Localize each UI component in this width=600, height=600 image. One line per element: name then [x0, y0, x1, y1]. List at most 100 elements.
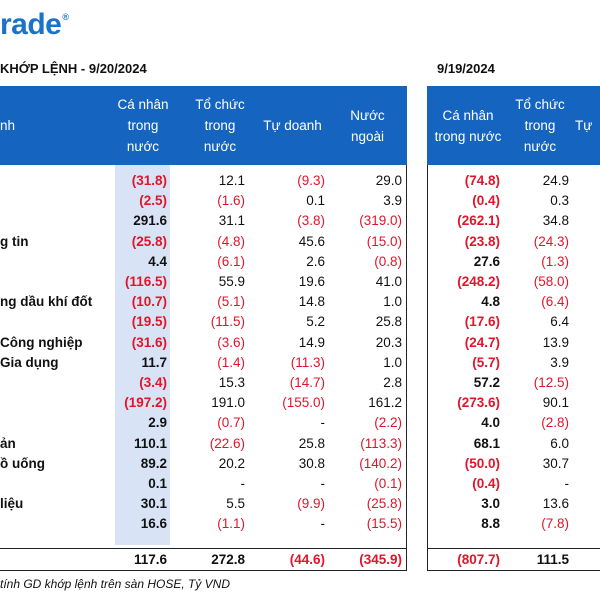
cell-individual: (10.7) — [131, 294, 167, 310]
cell-proprietary: 45.6 — [298, 233, 325, 249]
cell-institution-prev: (7.8) — [541, 516, 569, 532]
col-header-individual-prev: Cá nhân trong nước — [434, 107, 502, 144]
footnote: tính GD khớp lệnh trên sàn HOSE, Tỷ VND — [0, 577, 231, 591]
cell-individual-prev: (24.7) — [464, 334, 500, 350]
cell-institution-prev: 30.7 — [542, 455, 569, 471]
col-header-institution-prev: Tổ chức trong nước — [515, 97, 565, 154]
total-foreign: (345.9) — [359, 552, 402, 567]
cell-foreign: (2.2) — [374, 415, 402, 431]
cell-individual: 291.6 — [133, 213, 167, 229]
table-gap — [407, 86, 427, 571]
cell-institution-prev: 6.0 — [550, 435, 569, 451]
table-row: ản 110.1 (22.6) 25.8 (113.3) 68.1 6.0 — [0, 434, 600, 454]
table-row: 0.1 - - (0.1) (0.4) - — [0, 474, 600, 494]
cell-institution: 55.9 — [218, 274, 245, 289]
cell-foreign: 41.0 — [375, 274, 402, 289]
cell-individual-prev: (17.6) — [464, 314, 500, 330]
total-institution-prev: 111.5 — [536, 552, 569, 567]
individual-column-highlight — [115, 165, 170, 545]
cell-individual: 30.1 — [140, 496, 167, 512]
table-row: g tin (25.8) (4.8) 45.6 (15.0) (23.8) (24.3) — [0, 232, 600, 252]
total-top-line — [0, 548, 407, 549]
table-row: 2.9 (0.7) - (2.2) 4.0 (2.8) — [0, 413, 600, 433]
table-row: (197.2) 191.0 (155.0) 161.2 (273.6) 90.1 — [0, 393, 600, 413]
cell-proprietary: 5.2 — [306, 314, 325, 330]
cell-institution-prev: (6.4) — [541, 294, 569, 310]
cell-institution-prev: - — [564, 476, 570, 491]
cell-institution-prev: 13.9 — [542, 334, 569, 350]
total-institution: 272.8 — [211, 552, 245, 567]
total-row: 117.6 272.8 (44.6) (345.9) (807.7) 111.5 — [0, 550, 600, 570]
cell-institution: 20.2 — [218, 455, 245, 471]
cell-individual: 11.7 — [141, 354, 167, 370]
cell-institution: (0.7) — [217, 415, 245, 431]
cell-individual-prev: (74.8) — [464, 173, 500, 188]
cell-proprietary: (14.7) — [289, 375, 325, 390]
total-individual-prev: (807.7) — [457, 552, 500, 567]
cell-institution-prev: (12.5) — [533, 375, 569, 390]
cell-individual-prev: (0.4) — [472, 193, 500, 209]
cell-individual-prev: (23.8) — [464, 233, 500, 249]
col-header-foreign: Nước ngoài — [350, 107, 385, 144]
cell-institution: - — [240, 476, 246, 491]
cell-institution: (5.1) — [217, 294, 245, 310]
cell-institution-prev: 24.9 — [542, 173, 569, 188]
left-table-border — [406, 165, 407, 571]
cell-foreign: 1.0 — [383, 354, 402, 370]
cell-proprietary: 30.8 — [298, 455, 325, 471]
total-proprietary: (44.6) — [289, 552, 325, 567]
table-row: (2.5) (1.6) 0.1 3.9 (0.4) 0.3 — [0, 191, 600, 211]
total-bottom-line-right — [427, 570, 600, 571]
cell-individual-prev: 68.1 — [473, 435, 500, 451]
col-header-institution: Tổ chức trong nước — [195, 97, 245, 154]
cell-individual-prev: 4.0 — [481, 415, 500, 431]
cell-institution: (11.5) — [210, 314, 245, 330]
brand-logo: rade® — [0, 8, 69, 41]
cell-institution: (4.8) — [217, 233, 245, 249]
cell-foreign: 1.0 — [383, 294, 402, 310]
total-top-line-right — [427, 548, 600, 549]
cell-individual: 4.4 — [148, 253, 167, 269]
cell-institution: 12.1 — [218, 173, 245, 188]
cell-institution-prev: (24.3) — [533, 233, 569, 249]
table-row: 291.6 31.1 (3.8) (319.0) (262.1) 34.8 — [0, 211, 600, 231]
table-row: ồ uống 89.2 20.2 30.8 (140.2) (50.0) 30.7 — [0, 454, 600, 474]
table-row: (116.5) 55.9 19.6 41.0 (248.2) (58.0) — [0, 272, 600, 292]
col-header-proprietary-prev: Tự — [575, 118, 593, 133]
row-label: ng dầu khí đốt — [0, 294, 93, 310]
cell-individual-prev: 8.8 — [481, 516, 500, 532]
cell-individual: 2.9 — [148, 415, 167, 431]
table-row: Công nghiệp (31.6) (3.6) 14.9 20.3 (24.7) 13.9 — [0, 333, 600, 353]
cell-individual-prev: (262.1) — [457, 213, 500, 229]
cell-institution: (6.1) — [217, 253, 245, 269]
table-row: ng dầu khí đốt (10.7) (5.1) 14.8 1.0 4.8 (6.4) — [0, 292, 600, 312]
cell-foreign: 3.9 — [383, 193, 402, 209]
cell-institution-prev: (58.0) — [533, 274, 569, 289]
cell-proprietary: 14.9 — [298, 334, 325, 350]
cell-foreign: (140.2) — [359, 455, 402, 471]
table-row: 16.6 (1.1) - (15.5) 8.8 (7.8) — [0, 514, 600, 534]
cell-individual: 110.1 — [133, 435, 167, 451]
col-header-proprietary: Tự doanh — [263, 118, 322, 133]
cell-individual-prev: (273.6) — [457, 395, 500, 411]
cell-proprietary: - — [320, 516, 326, 532]
cell-foreign: (319.0) — [359, 213, 402, 229]
cell-foreign: (0.8) — [374, 253, 402, 269]
cell-foreign: 25.8 — [375, 314, 402, 330]
cell-proprietary: (11.3) — [290, 354, 325, 370]
cell-individual-prev: (5.7) — [472, 354, 500, 370]
cell-foreign: (25.8) — [366, 496, 402, 512]
cell-individual: (19.5) — [131, 314, 167, 330]
cell-proprietary: 14.8 — [298, 294, 325, 310]
cell-proprietary: 19.6 — [298, 274, 325, 289]
left-section-title: KHỚP LỆNH - 9/20/2024 — [0, 61, 147, 76]
table-row: 4.4 (6.1) 2.6 (0.8) 27.6 (1.3) — [0, 252, 600, 272]
cell-individual-prev: 3.0 — [481, 496, 500, 512]
cell-proprietary: - — [320, 415, 326, 431]
cell-proprietary: - — [320, 476, 326, 491]
cell-individual: (3.4) — [139, 375, 167, 390]
table-row: (31.8) 12.1 (9.3) 29.0 (74.8) 24.9 — [0, 171, 600, 191]
col-header-individual: Cá nhân trong nước — [117, 97, 169, 154]
cell-foreign: 161.2 — [368, 395, 402, 411]
cell-institution: (3.6) — [217, 334, 245, 350]
